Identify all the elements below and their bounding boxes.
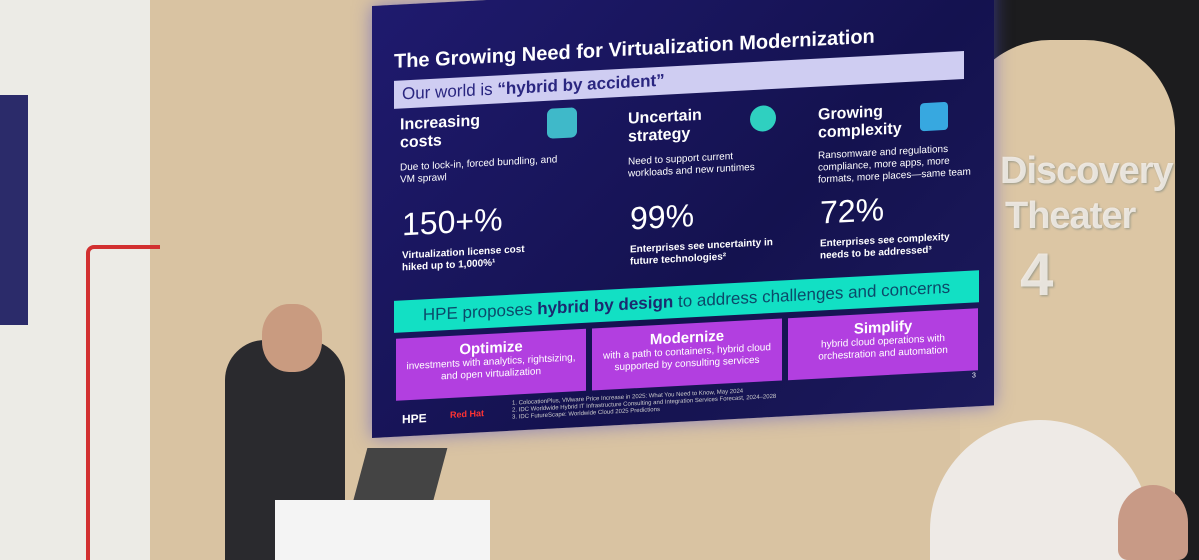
column-stat: 72%: [820, 191, 885, 231]
action-box: Simplify hybrid cloud operations with orc…: [788, 308, 978, 381]
banner-emphasis: hybrid by design: [537, 292, 674, 319]
sign-line: Discovery: [1000, 150, 1174, 192]
column-caption: Virtualization license cost hiked up to …: [402, 244, 525, 274]
column-heading: Growing complexity: [818, 103, 902, 142]
column-stat: 150+%: [402, 201, 503, 243]
icon: [750, 104, 776, 133]
action-box: Optimize investments with analytics, righ…: [396, 328, 586, 401]
action-box: Modernize with a path to containers, hybr…: [592, 318, 782, 391]
column-description: Due to lock-in, forced bundling, and VM …: [400, 154, 558, 186]
presenter-head: [262, 304, 322, 372]
icon: [547, 107, 577, 139]
red-line: [86, 245, 160, 560]
column-heading: Increasing costs: [400, 112, 481, 152]
side-screen: [0, 95, 28, 325]
logo-hpe: HPE: [402, 411, 427, 427]
column-stat: 99%: [630, 197, 695, 237]
column-caption: Enterprises see uncertainty in future te…: [630, 236, 773, 268]
column-description: Need to support current workloads and ne…: [628, 151, 755, 180]
page-number: 3: [972, 372, 976, 380]
subtitle-emphasis: “hybrid by accident”: [497, 70, 665, 99]
subtitle-prefix: Our world is: [402, 79, 493, 104]
podium: [275, 500, 490, 560]
column-description: Ransomware and regulations compliance, m…: [818, 143, 971, 186]
column-caption: Enterprises see complexity needs to be a…: [820, 231, 950, 262]
audience-head: [1118, 485, 1188, 560]
sign-line: Theater: [1005, 195, 1136, 237]
logo-redhat: Red Hat: [450, 408, 485, 420]
sign-line: 4: [1020, 241, 1053, 308]
banner-suffix: to address challenges and concerns: [677, 277, 951, 311]
slide: The Growing Need for Virtualization Mode…: [372, 0, 994, 438]
banner-prefix: HPE proposes: [422, 299, 533, 325]
laptop: [352, 448, 448, 503]
column-heading: Uncertain strategy: [628, 106, 702, 146]
icon: [920, 101, 948, 132]
